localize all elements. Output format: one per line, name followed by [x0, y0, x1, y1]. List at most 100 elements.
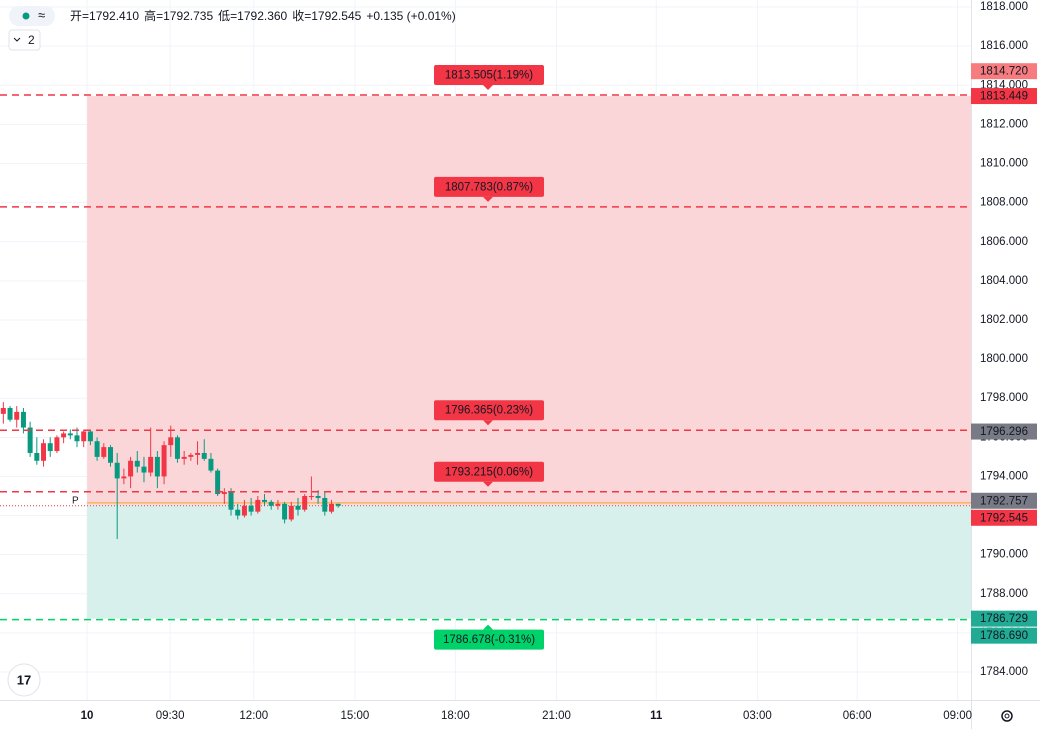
candle-body — [74, 435, 80, 442]
candle-body — [288, 505, 294, 520]
candle-body — [121, 476, 127, 479]
y-tick-label: 1806.000 — [980, 236, 1028, 248]
price-label: 1792.545 — [980, 512, 1028, 524]
candle-body — [282, 503, 288, 520]
ohlc-label: 收= — [292, 9, 311, 23]
y-tick-label: 1790.000 — [980, 549, 1028, 561]
x-tick-label: 09:00 — [943, 710, 972, 722]
level-pointer — [483, 481, 493, 487]
legend-icons: ≈ 2 — [8, 6, 55, 51]
price-label: 1786.690 — [980, 630, 1028, 642]
interval-button[interactable] — [8, 29, 41, 51]
candle-body — [248, 505, 254, 512]
x-tick-label: 06:00 — [843, 710, 872, 722]
price-label-bg — [971, 509, 1037, 526]
level-label: 1793.215(0.06%) — [445, 466, 533, 478]
price-label-bg — [971, 627, 1037, 644]
x-tick-label: 09:30 — [156, 710, 185, 722]
level-label-bg — [434, 629, 544, 650]
level-label: 1796.365(0.23%) — [445, 405, 533, 417]
candle-body — [134, 460, 140, 467]
candle-body — [101, 447, 107, 457]
ohlc-legend: 开= 1792.410 高= 1792.735 低= 1792.360 收= 1792.545… — [70, 8, 456, 23]
legend-pill[interactable] — [9, 6, 55, 26]
candle-body — [241, 505, 247, 516]
candle-body — [161, 445, 167, 477]
candle-body — [87, 431, 93, 442]
x-tick-label: 21:00 — [542, 710, 571, 722]
price-label-bg — [971, 423, 1037, 440]
level-label-bg — [434, 176, 544, 197]
interval-badge: 2 — [28, 33, 35, 47]
level-label: 1807.783(0.87%) — [445, 181, 533, 193]
ohlc-label: 高= — [144, 8, 163, 23]
price-label-bg — [971, 88, 1037, 105]
ohlc-value: 1792.360 — [237, 9, 287, 23]
candle-body — [262, 499, 268, 502]
candle-body — [328, 503, 334, 512]
candle-body — [235, 509, 241, 516]
stop-zone — [87, 96, 971, 505]
candle-body — [195, 452, 201, 455]
y-tick-label: 1818.000 — [980, 1, 1028, 13]
marker: P — [72, 496, 79, 507]
settings-icon[interactable] — [1001, 710, 1013, 722]
candle-body — [168, 437, 174, 446]
y-tick-label: 1784.000 — [980, 666, 1028, 678]
status-dot — [22, 12, 30, 20]
y-tick-label: 1800.000 — [980, 353, 1028, 365]
candle-body — [308, 496, 314, 498]
candle-body — [141, 466, 147, 473]
candle-body — [335, 503, 341, 506]
y-tick-label: 1804.000 — [980, 275, 1028, 287]
candle-body — [174, 437, 180, 459]
candle-body — [322, 497, 328, 512]
candle-body — [0, 407, 6, 414]
candle-body — [20, 411, 26, 428]
x-tick-label: 18:00 — [441, 710, 470, 722]
price-label: 1814.720 — [980, 66, 1028, 78]
candle-body — [215, 470, 221, 495]
ohlc-value: 1792.545 — [311, 9, 361, 23]
price-label: 1792.757 — [980, 495, 1028, 507]
candle-body — [34, 452, 40, 461]
candle-body — [41, 443, 47, 461]
level-label: 1786.678(-0.31%) — [443, 634, 535, 646]
x-tick-label: 11 — [650, 710, 663, 722]
x-tick-label: 15:00 — [341, 710, 370, 722]
tv-logo[interactable]: 17 — [7, 663, 41, 697]
candle-body — [54, 437, 60, 452]
y-tick-label: 1794.000 — [980, 470, 1028, 482]
price-label: 1813.449 — [980, 91, 1028, 103]
candle-body — [107, 447, 113, 463]
candle-body — [67, 433, 73, 436]
candle-body — [275, 503, 281, 506]
level-label-bg — [434, 461, 544, 482]
price-label-bg — [971, 63, 1037, 80]
level-label-bg — [434, 400, 544, 421]
change: +0.135 (+0.01%) — [366, 9, 455, 23]
price-label-bg — [971, 492, 1037, 509]
price-label: 1796.296 — [980, 426, 1028, 438]
candle-body — [201, 452, 207, 459]
y-tick-label: 1816.000 — [980, 40, 1028, 52]
candle-body — [228, 492, 234, 510]
y-tick-label: 1812.000 — [980, 118, 1028, 130]
y-tick-label: 1802.000 — [980, 314, 1028, 326]
ohlc-value: 1792.735 — [163, 9, 213, 23]
y-tick-label: 1810.000 — [980, 158, 1028, 170]
candle-body — [7, 407, 13, 420]
x-tick-label: 10 — [81, 710, 94, 722]
chevron — [13, 37, 21, 42]
candle-body — [255, 499, 261, 512]
wave-icon: ≈ — [38, 7, 45, 22]
candle-body — [47, 443, 53, 452]
ohlc-label: 低= — [218, 9, 237, 23]
candle-body — [315, 496, 321, 498]
candle-body — [295, 505, 301, 510]
level-pointer — [483, 624, 493, 630]
candle-body — [81, 431, 87, 442]
candle-body — [268, 501, 274, 506]
candle-body — [128, 460, 134, 477]
